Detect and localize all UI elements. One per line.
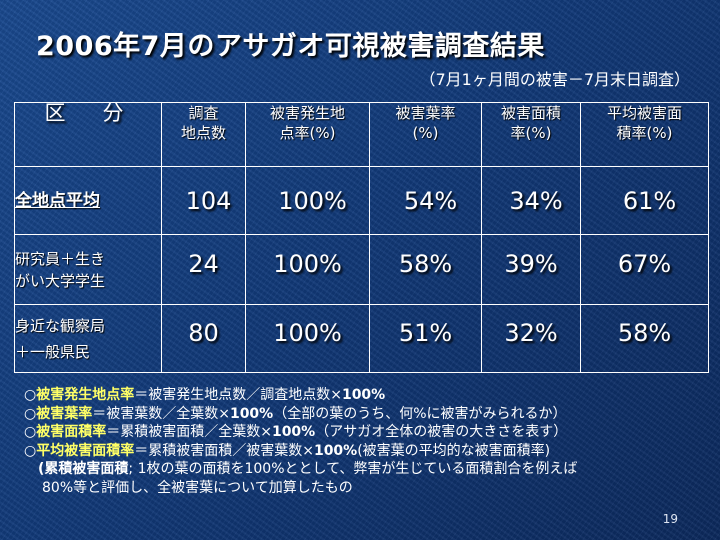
note-line: ○被害面積率＝累積被害面積／全葉数×100%（アサガオ全体の被害の大きさを表す） (24, 423, 714, 442)
page-number: 19 (662, 512, 678, 526)
note-formula: ＝累積被害面積／全葉数× (106, 424, 272, 440)
header-damage-area-rate: 被害面積 率(%) (481, 102, 581, 167)
note-cumulative-line: 80%等と評価し、全被害葉について加算したもの (24, 479, 714, 498)
cell-damaged-leaf-rate: 51% (369, 304, 482, 373)
note-pct: 100% (341, 387, 386, 403)
note-bullet: ○ (24, 442, 37, 459)
note-pct: 100% (271, 424, 316, 440)
table-row: 全地点平均 104 100% 54% 34% 61% (14, 166, 709, 235)
row-label: 研究員＋生き がい大学学生 (14, 234, 162, 305)
cell-damaged-leaf-rate: 58% (369, 234, 482, 305)
header-survey-points: 調査 地点数 (161, 102, 246, 167)
table-row: 身近な観察局 ＋一般県民 80 100% 51% 32% 58% (14, 304, 709, 373)
slide-title: 2006年7月のアサガオ可視被害調査結果 (36, 31, 545, 62)
note-line: ○平均被害面積率＝累積被害面積／被害葉数×100%(被害葉の平均的な被害面積率) (24, 442, 714, 461)
definitions-notes: ○被害発生地点率＝被害発生地点数／調査地点数×100% ○被害葉率＝被害葉数／全… (24, 386, 714, 497)
note-tail: (被害葉の平均的な被害面積率) (357, 442, 551, 459)
note-term: 被害発生地点率 (36, 387, 135, 403)
note-cumulative-text: 80%等と評価し、全被害葉について加算したもの (42, 479, 353, 496)
note-formula: ＝被害葉数／全葉数× (92, 405, 230, 422)
note-cumulative-text: ; 1枚の葉の面積を100%ととして、弊害が生じている面積割合を例えば (128, 461, 578, 477)
note-bullet: ○ (24, 424, 37, 440)
note-line: ○被害発生地点率＝被害発生地点数／調査地点数×100% (24, 386, 714, 405)
cell-survey-points: 24 (161, 234, 246, 305)
cell-damage-area-rate: 32% (481, 304, 581, 373)
header-category: 区 分 (14, 102, 162, 167)
cell-avg-damage-area-rate: 61% (580, 166, 709, 235)
note-pct: 100% (229, 405, 274, 422)
note-bullet: ○ (24, 405, 37, 422)
cell-survey-points: 80 (161, 304, 246, 373)
cell-avg-damage-area-rate: 67% (580, 234, 709, 305)
header-damage-site-rate: 被害発生地 点率(%) (245, 102, 370, 167)
note-formula: ＝累積被害面積／被害葉数× (134, 442, 314, 459)
header-damaged-leaf-rate: 被害葉率 (%) (369, 102, 482, 167)
cell-damaged-leaf-rate: 54% (369, 166, 482, 235)
cell-damage-area-rate: 39% (481, 234, 581, 305)
note-pct: 100% (313, 442, 358, 459)
note-term: 被害葉率 (36, 405, 93, 422)
table-header-row: 区 分 調査 地点数 被害発生地 点率(%) 被害葉率 (%) 被害面積 率(%… (14, 102, 709, 167)
cell-damage-site-rate: 100% (245, 166, 370, 235)
table-row: 研究員＋生き がい大学学生 24 100% 58% 39% 67% (14, 234, 709, 305)
header-avg-damage-area-rate: 平均被害面 積率(%) (580, 102, 709, 167)
note-tail: （全部の葉のうち、何%に被害がみられるか） (273, 405, 567, 422)
note-tail: （アサガオ全体の被害の大きさを表す） (315, 424, 568, 440)
cell-avg-damage-area-rate: 58% (580, 304, 709, 373)
note-formula: ＝被害発生地点数／調査地点数× (134, 387, 342, 403)
note-cumulative-term: (累積被害面積 (38, 461, 129, 477)
note-line: ○被害葉率＝被害葉数／全葉数×100%（全部の葉のうち、何%に被害がみられるか） (24, 405, 714, 424)
cell-damage-area-rate: 34% (481, 166, 581, 235)
note-bullet: ○ (24, 387, 37, 403)
row-label: 全地点平均 (14, 166, 162, 235)
note-term: 平均被害面積率 (36, 442, 135, 459)
cell-survey-points: 104 (161, 166, 246, 235)
note-term: 被害面積率 (36, 424, 107, 440)
results-table: 区 分 調査 地点数 被害発生地 点率(%) 被害葉率 (%) 被害面積 率(%… (14, 102, 709, 373)
note-cumulative-line: (累積被害面積; 1枚の葉の面積を100%ととして、弊害が生じている面積割合を例… (24, 460, 714, 479)
cell-damage-site-rate: 100% (245, 304, 370, 373)
slide-subtitle: （7月1ヶ月間の被害－7月末日調査） (419, 70, 690, 89)
cell-damage-site-rate: 100% (245, 234, 370, 305)
row-label: 身近な観察局 ＋一般県民 (14, 304, 162, 373)
